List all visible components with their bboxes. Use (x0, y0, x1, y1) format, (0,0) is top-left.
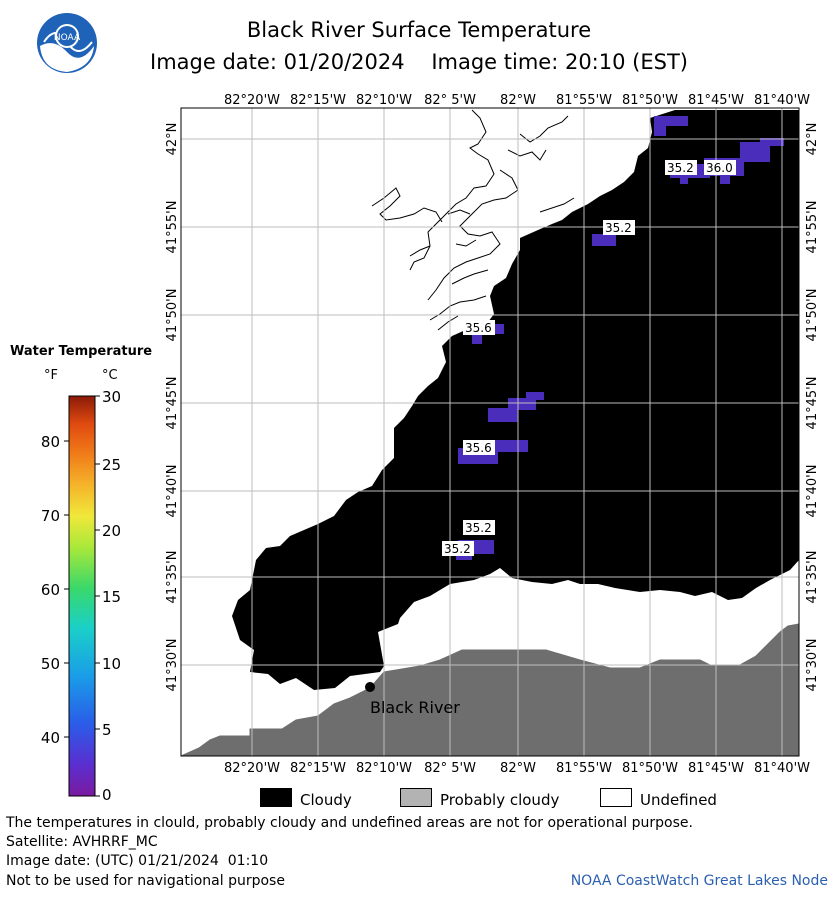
svg-text:81°40'W: 81°40'W (754, 761, 810, 776)
svg-text:81°55'W: 81°55'W (556, 761, 612, 776)
image-date-time: Image date: 01/20/2024 Image time: 20:10… (150, 50, 688, 74)
svg-text:41°55'N: 41°55'N (805, 201, 820, 254)
svg-text:10: 10 (102, 655, 121, 673)
svg-text:82°10'W: 82°10'W (356, 761, 412, 776)
svg-text:15: 15 (102, 588, 121, 606)
undefined-label: Undefined (640, 791, 717, 809)
lon-labels-bottom: 82°20'W 82°15'W 82°10'W 82° 5'W 82°W 81°… (224, 761, 810, 776)
svg-text:82°W: 82°W (500, 93, 536, 108)
svg-text:70: 70 (41, 507, 60, 525)
coastwatch-node-label: NOAA CoastWatch Great Lakes Node (570, 873, 828, 889)
svg-text:82°15'W: 82°15'W (290, 761, 346, 776)
svg-text:82° 5'W: 82° 5'W (424, 761, 476, 776)
svg-text:81°40'W: 81°40'W (754, 93, 810, 108)
temp-label: 35.2 (605, 221, 632, 235)
unit-celsius: °C (102, 368, 118, 383)
svg-text:81°50'W: 81°50'W (622, 93, 678, 108)
colorbar-labels-c: 30 25 20 15 10 5 0 (102, 388, 121, 804)
svg-text:30: 30 (102, 388, 121, 406)
unit-fahrenheit: °F (44, 368, 58, 383)
probably-cloudy-swatch (400, 788, 432, 807)
probably-cloudy-region (180, 623, 800, 757)
temp-label: 35.2 (465, 521, 492, 535)
svg-text:80: 80 (41, 433, 60, 451)
svg-text:82° 5'W: 82° 5'W (424, 93, 476, 108)
svg-text:40: 40 (41, 729, 60, 747)
lon-labels-top: 82°20'W 82°15'W 82°10'W 82° 5'W 82°W 81°… (224, 93, 810, 108)
utc-date-text: Image date: (UTC) 01/21/2024 01:10 (6, 853, 269, 869)
svg-text:82°20'W: 82°20'W (224, 93, 280, 108)
black-river-label: Black River (370, 698, 460, 717)
svg-text:41°55'N: 41°55'N (165, 201, 180, 254)
lat-labels-right: 42°N 41°55'N 41°50'N 41°45'N 41°40'N 41°… (805, 123, 820, 692)
temperature-value-labels: 35.2 36.0 35.2 35.6 35.6 35.2 35.2 (442, 160, 736, 556)
river-contours (371, 109, 575, 331)
colorbar-labels-f: 80 70 60 50 40 (41, 433, 60, 747)
navigation-disclaimer: Not to be used for navigational purpose (6, 873, 285, 889)
svg-text:42°N: 42°N (805, 123, 820, 156)
temp-label: 35.2 (667, 161, 694, 175)
colorbar (68, 395, 96, 797)
svg-text:41°30'N: 41°30'N (165, 639, 180, 692)
undefined-swatch (600, 788, 632, 807)
svg-text:42°N: 42°N (165, 123, 180, 156)
temp-label: 35.6 (465, 321, 492, 335)
svg-text:41°40'N: 41°40'N (805, 465, 820, 518)
svg-text:81°45'W: 81°45'W (688, 93, 744, 108)
svg-text:5: 5 (102, 721, 112, 739)
temp-label: 35.2 (444, 542, 471, 556)
map-grid (181, 108, 799, 756)
svg-text:41°35'N: 41°35'N (805, 551, 820, 604)
black-river-marker (365, 682, 375, 692)
map-title: Black River Surface Temperature (246, 18, 592, 42)
svg-text:41°35'N: 41°35'N (165, 551, 180, 604)
svg-text:81°45'W: 81°45'W (688, 761, 744, 776)
svg-text:41°30'N: 41°30'N (805, 639, 820, 692)
svg-text:41°50'N: 41°50'N (805, 289, 820, 342)
svg-text:60: 60 (41, 581, 60, 599)
svg-text:41°50'N: 41°50'N (165, 289, 180, 342)
svg-text:41°40'N: 41°40'N (165, 465, 180, 518)
svg-text:81°55'W: 81°55'W (556, 93, 612, 108)
satellite-text: Satellite: AVHRRF_MC (6, 834, 158, 850)
temp-label: 35.6 (465, 441, 492, 455)
svg-text:81°50'W: 81°50'W (622, 761, 678, 776)
colorbar-ticks (64, 395, 100, 797)
svg-text:20: 20 (102, 522, 121, 540)
svg-text:82°20'W: 82°20'W (224, 761, 280, 776)
svg-text:41°45'N: 41°45'N (805, 377, 820, 430)
legend-title: Water Temperature (10, 344, 153, 359)
svg-text:NOAA: NOAA (54, 33, 81, 43)
svg-text:41°45'N: 41°45'N (165, 377, 180, 430)
svg-text:0: 0 (102, 786, 112, 804)
cloudy-swatch (260, 788, 292, 807)
svg-text:25: 25 (102, 456, 121, 474)
lat-labels-left: 42°N 41°55'N 41°50'N 41°45'N 41°40'N 41°… (165, 123, 180, 692)
svg-text:82°W: 82°W (500, 761, 536, 776)
disclaimer-text: The temperatures in clould, probably clo… (6, 815, 693, 831)
svg-text:82°10'W: 82°10'W (356, 93, 412, 108)
svg-text:50: 50 (41, 655, 60, 673)
noaa-logo: NOAA (36, 12, 98, 74)
svg-text:82°15'W: 82°15'W (290, 93, 346, 108)
probably-cloudy-label: Probably cloudy (440, 791, 560, 809)
cloudy-label: Cloudy (300, 791, 352, 809)
temp-label: 36.0 (706, 161, 733, 175)
